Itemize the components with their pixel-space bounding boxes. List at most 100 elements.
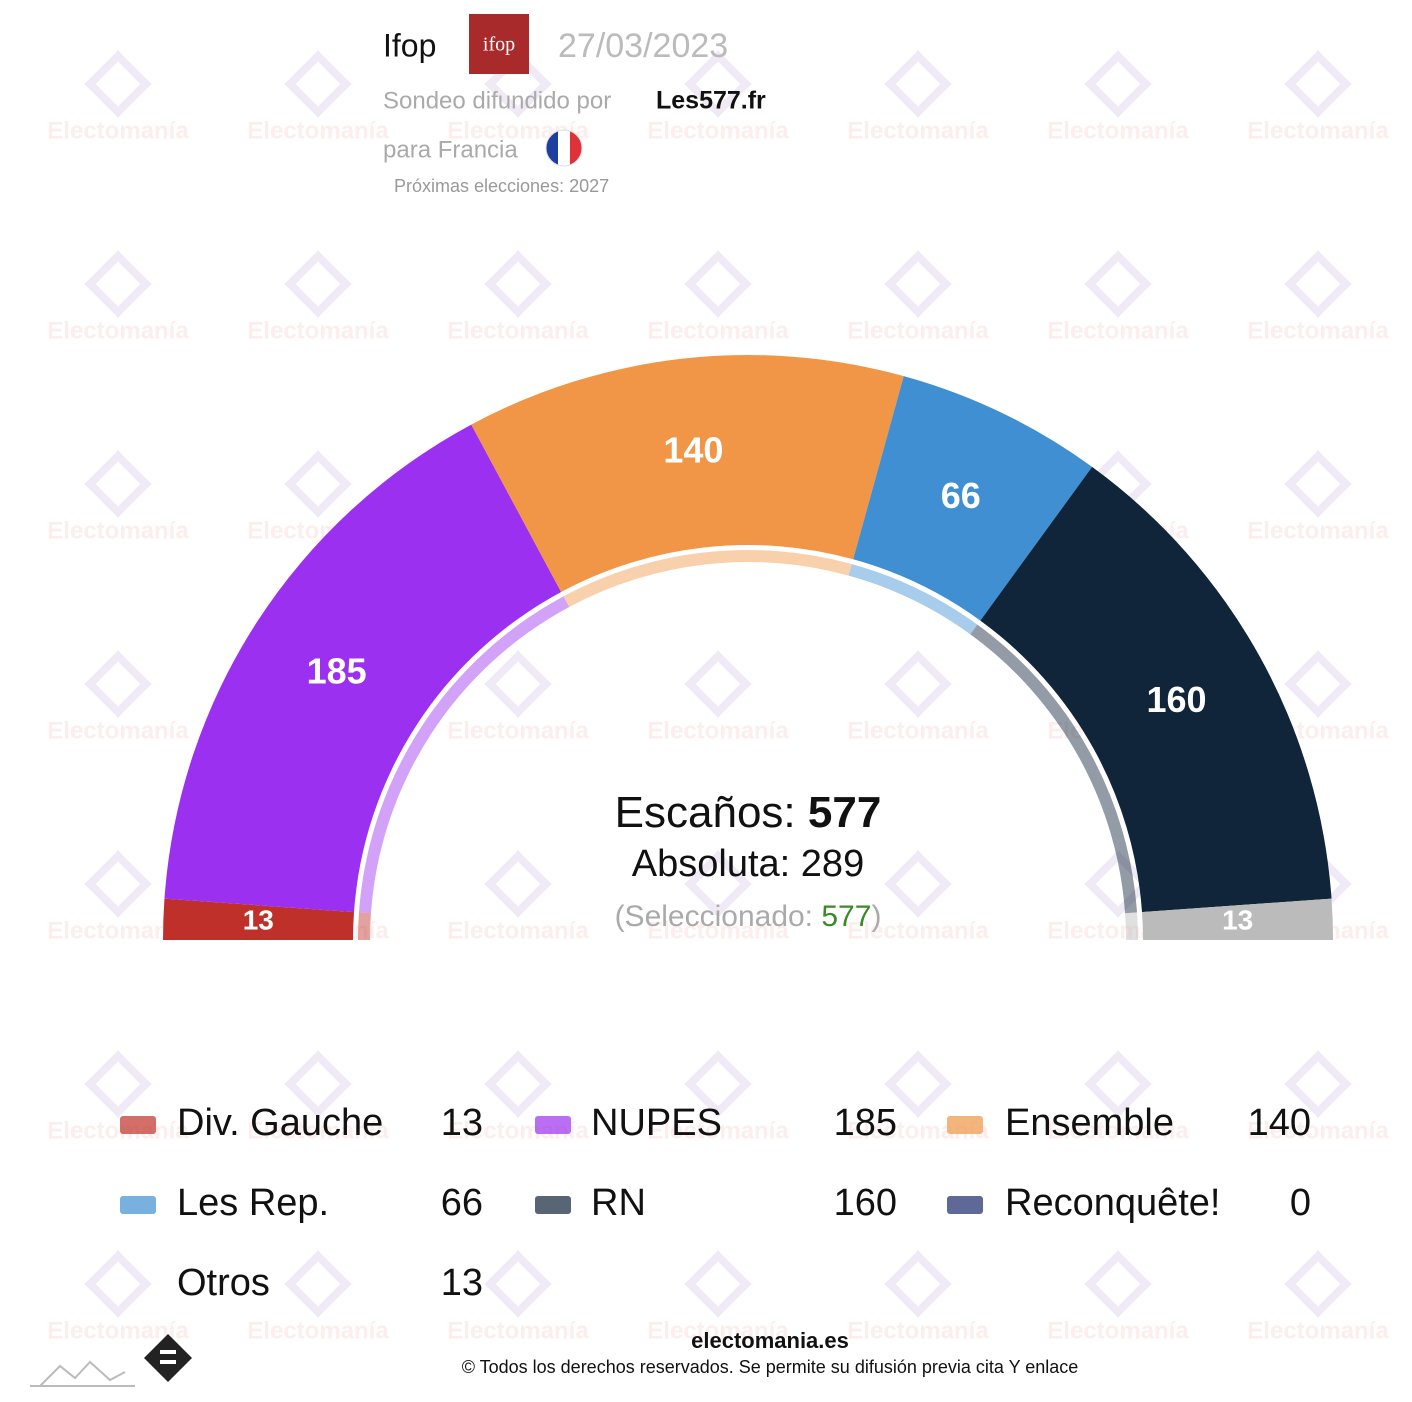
watermark-icon — [284, 1250, 352, 1318]
watermark-text: Electomanía — [1247, 1317, 1389, 1344]
segment-label: 160 — [1146, 679, 1206, 720]
selection-ring — [848, 564, 978, 635]
watermark-text: Electomanía — [647, 917, 789, 944]
watermark-icon — [1084, 850, 1152, 918]
watermark-icon — [1084, 1050, 1152, 1118]
seats-total: 577 — [808, 788, 881, 837]
watermark-icon — [1284, 1050, 1352, 1118]
site: electomania.es — [691, 1328, 849, 1353]
seats-label: Escaños: — [615, 788, 796, 837]
watermark-icon — [1084, 1250, 1152, 1318]
next-elections: Próximas elecciones: 2027 — [394, 176, 609, 196]
watermark-icon — [684, 850, 752, 918]
watermark-icon — [84, 850, 152, 918]
watermark-icon — [1284, 250, 1352, 318]
party-logo — [120, 1196, 156, 1214]
published-by: Les577.fr — [656, 87, 766, 115]
date: 27/03/2023 — [558, 27, 728, 65]
selected-label: (Seleccionado: — [615, 900, 813, 933]
legend-name: Les Rep. — [177, 1182, 329, 1224]
watermark-icon — [484, 1250, 552, 1318]
selected-value: 577 — [821, 900, 871, 933]
watermark-icon — [684, 1250, 752, 1318]
watermark-text: Electomanía — [447, 917, 589, 944]
watermark-text: Electomanía — [847, 1317, 989, 1344]
watermark-icon — [484, 650, 552, 718]
watermark-text: Electomanía — [247, 317, 389, 344]
watermark-text: Electomanía — [1247, 317, 1389, 344]
legend-value: 66 — [441, 1182, 483, 1224]
pollster-logo: ifop — [483, 34, 515, 56]
watermark-icon — [884, 250, 952, 318]
watermark-icon — [284, 1050, 352, 1118]
watermark-icon — [84, 450, 152, 518]
watermark-text: Electomanía — [447, 1317, 589, 1344]
seat-segment — [471, 355, 904, 592]
seats: Escaños: 577 — [615, 788, 882, 837]
watermark-text: Electomanía — [1047, 1317, 1189, 1344]
legend-value: 13 — [441, 1262, 483, 1304]
seat-segment — [980, 466, 1332, 913]
party-logo — [535, 1196, 571, 1214]
watermark-icon — [1284, 650, 1352, 718]
watermark-icon — [1084, 250, 1152, 318]
watermark-icon — [84, 50, 152, 118]
segment-label: 66 — [941, 475, 981, 516]
watermark-icon — [884, 1050, 952, 1118]
watermark-text: Electomanía — [1247, 117, 1389, 144]
legend-name: Reconquête! — [1005, 1182, 1221, 1224]
selected: (Seleccionado: 577) — [615, 900, 882, 933]
watermark-text: Electomanía — [47, 317, 189, 344]
watermark-icon — [484, 250, 552, 318]
watermark-icon — [1284, 450, 1352, 518]
segment-label: 13 — [1222, 904, 1253, 935]
watermark-text: Electomanía — [47, 117, 189, 144]
watermark-icon — [484, 1050, 552, 1118]
watermark-text: Electomanía — [847, 117, 989, 144]
majority-label: Absoluta: — [632, 843, 790, 885]
selection-ring — [358, 912, 371, 940]
watermark-text: Electomanía — [647, 1317, 789, 1344]
hemicycle: 13 185 140 66 160 13 — [163, 355, 1333, 940]
watermark-icon — [684, 650, 752, 718]
footer-logo — [30, 1334, 192, 1387]
selection-ring — [563, 550, 852, 607]
party-logo — [535, 1116, 571, 1134]
watermark-icon — [1284, 1250, 1352, 1318]
seat-segment — [1142, 898, 1333, 940]
legend-value: 13 — [441, 1102, 483, 1144]
watermark-text: Electomanía — [47, 1117, 189, 1144]
segment-label: 185 — [307, 650, 367, 691]
watermark-icon — [684, 50, 752, 118]
watermark-text: Electomanía — [447, 317, 589, 344]
watermark-text: Electomanía — [247, 1317, 389, 1344]
majority-value: 289 — [801, 843, 864, 885]
legend-value: 0 — [1290, 1182, 1311, 1224]
segment-label: 13 — [243, 904, 274, 935]
selection-ring — [1125, 912, 1138, 940]
watermark-icon — [1084, 50, 1152, 118]
legend-value: 160 — [834, 1182, 897, 1224]
party-logo — [947, 1196, 983, 1214]
watermark-text: Electomanía — [847, 317, 989, 344]
watermark-text: Electomanía — [247, 1117, 389, 1144]
watermark-text: Electomanía — [247, 117, 389, 144]
flag — [545, 129, 583, 167]
legend: Div. Gauche 13 NUPES 185 Ensemble 140 Les Rep.… — [120, 1102, 1311, 1304]
watermark-text: Electomanía — [847, 917, 989, 944]
watermark-icon — [84, 650, 152, 718]
watermark-text: Electomanía — [1047, 317, 1189, 344]
legend-name: Ensemble — [1005, 1102, 1174, 1144]
watermark-text: Electomanía — [647, 117, 789, 144]
watermark-icon — [1284, 50, 1352, 118]
watermark-text: Electomanía — [1247, 517, 1389, 544]
watermark-icon — [884, 1250, 952, 1318]
watermark-icon — [284, 50, 352, 118]
seat-segment — [853, 376, 1093, 621]
party-logo — [947, 1116, 983, 1134]
segment-label: 140 — [663, 430, 723, 471]
seat-segment — [164, 424, 562, 913]
party-logo — [120, 1116, 156, 1134]
watermark-icon — [284, 450, 352, 518]
